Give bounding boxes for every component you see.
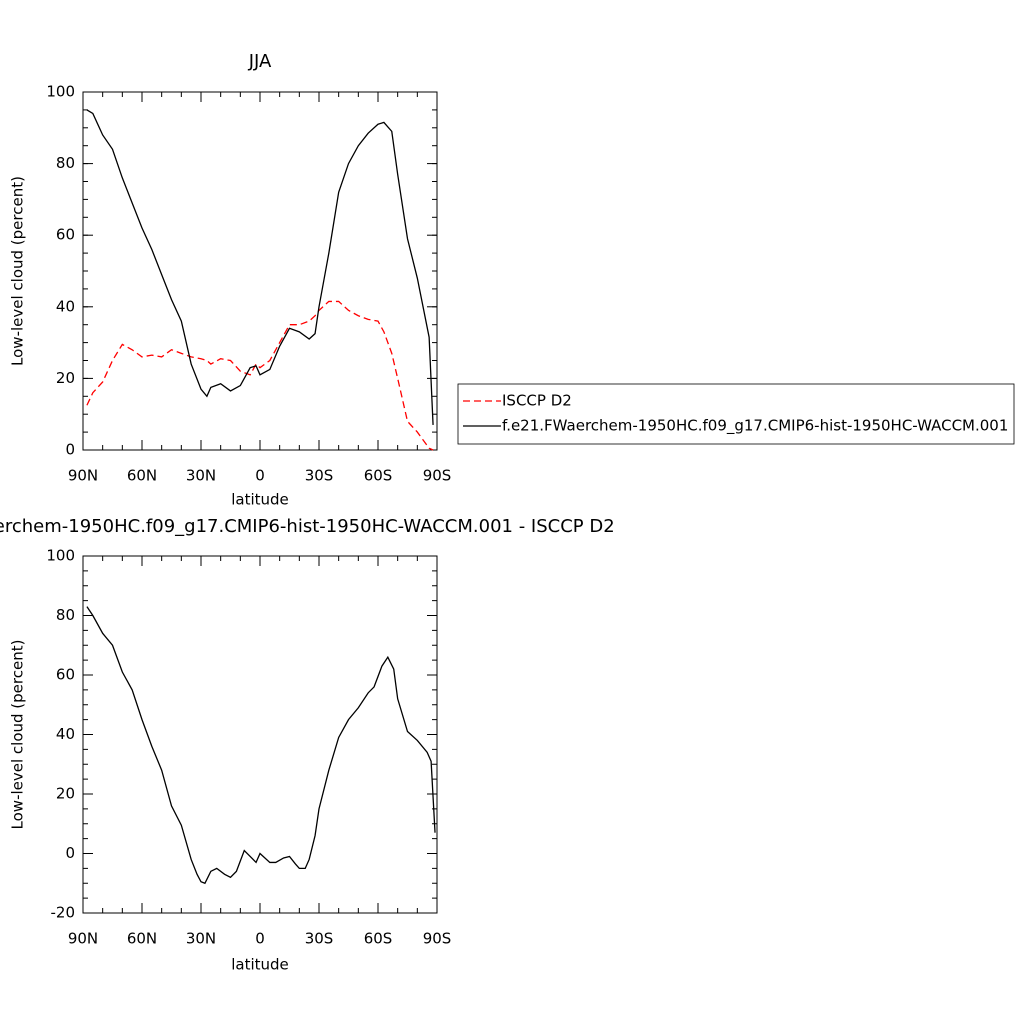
chart-title: JJA xyxy=(248,51,272,72)
data-line xyxy=(86,109,434,425)
x-tick-label: 90N xyxy=(68,467,98,485)
x-tick-label: 30S xyxy=(305,930,334,948)
y-tick-label: 20 xyxy=(56,369,75,387)
x-tick-label: 60N xyxy=(127,467,157,485)
y-tick-label: 80 xyxy=(56,154,75,172)
data-line xyxy=(86,300,434,451)
y-tick-label: 60 xyxy=(56,666,75,684)
legend-label: f.e21.FWaerchem-1950HC.f09_g17.CMIP6-his… xyxy=(502,417,1008,436)
x-tick-label: 0 xyxy=(255,930,265,948)
x-tick-label: 30S xyxy=(305,467,334,485)
x-tick-label: 90S xyxy=(423,930,452,948)
y-tick-label: 60 xyxy=(56,226,75,244)
y-tick-label: 100 xyxy=(46,547,75,565)
y-tick-label: 20 xyxy=(56,785,75,803)
x-tick-label: 30N xyxy=(186,930,216,948)
x-tick-label: 60S xyxy=(364,467,393,485)
y-axis-label: Low-level cloud (percent) xyxy=(9,176,27,366)
x-tick-label: 0 xyxy=(255,467,265,485)
y-tick-label: 40 xyxy=(56,297,75,315)
legend-box xyxy=(457,383,1015,445)
y-tick-label: 40 xyxy=(56,725,75,743)
y-tick-label: -20 xyxy=(51,904,76,922)
y-tick-label: 0 xyxy=(65,844,75,862)
legend-label: ISCCP D2 xyxy=(502,392,572,410)
plot-frame xyxy=(82,555,438,914)
data-line xyxy=(86,606,436,885)
x-tick-label: 60S xyxy=(364,930,393,948)
y-tick-label: 80 xyxy=(56,606,75,624)
y-tick-label: 100 xyxy=(46,83,75,101)
plot-frame xyxy=(82,91,438,451)
x-tick-label: 60N xyxy=(127,930,157,948)
chart-title: f.e21.FWaerchem-1950HC.f09_g17.CMIP6-his… xyxy=(0,516,615,537)
x-tick-label: 90N xyxy=(68,930,98,948)
x-axis-label: latitude xyxy=(231,956,289,974)
x-axis-label: latitude xyxy=(231,491,289,509)
x-tick-label: 30N xyxy=(186,467,216,485)
x-tick-label: 90S xyxy=(423,467,452,485)
y-axis-label: Low-level cloud (percent) xyxy=(9,640,27,830)
y-tick-label: 0 xyxy=(65,441,75,459)
